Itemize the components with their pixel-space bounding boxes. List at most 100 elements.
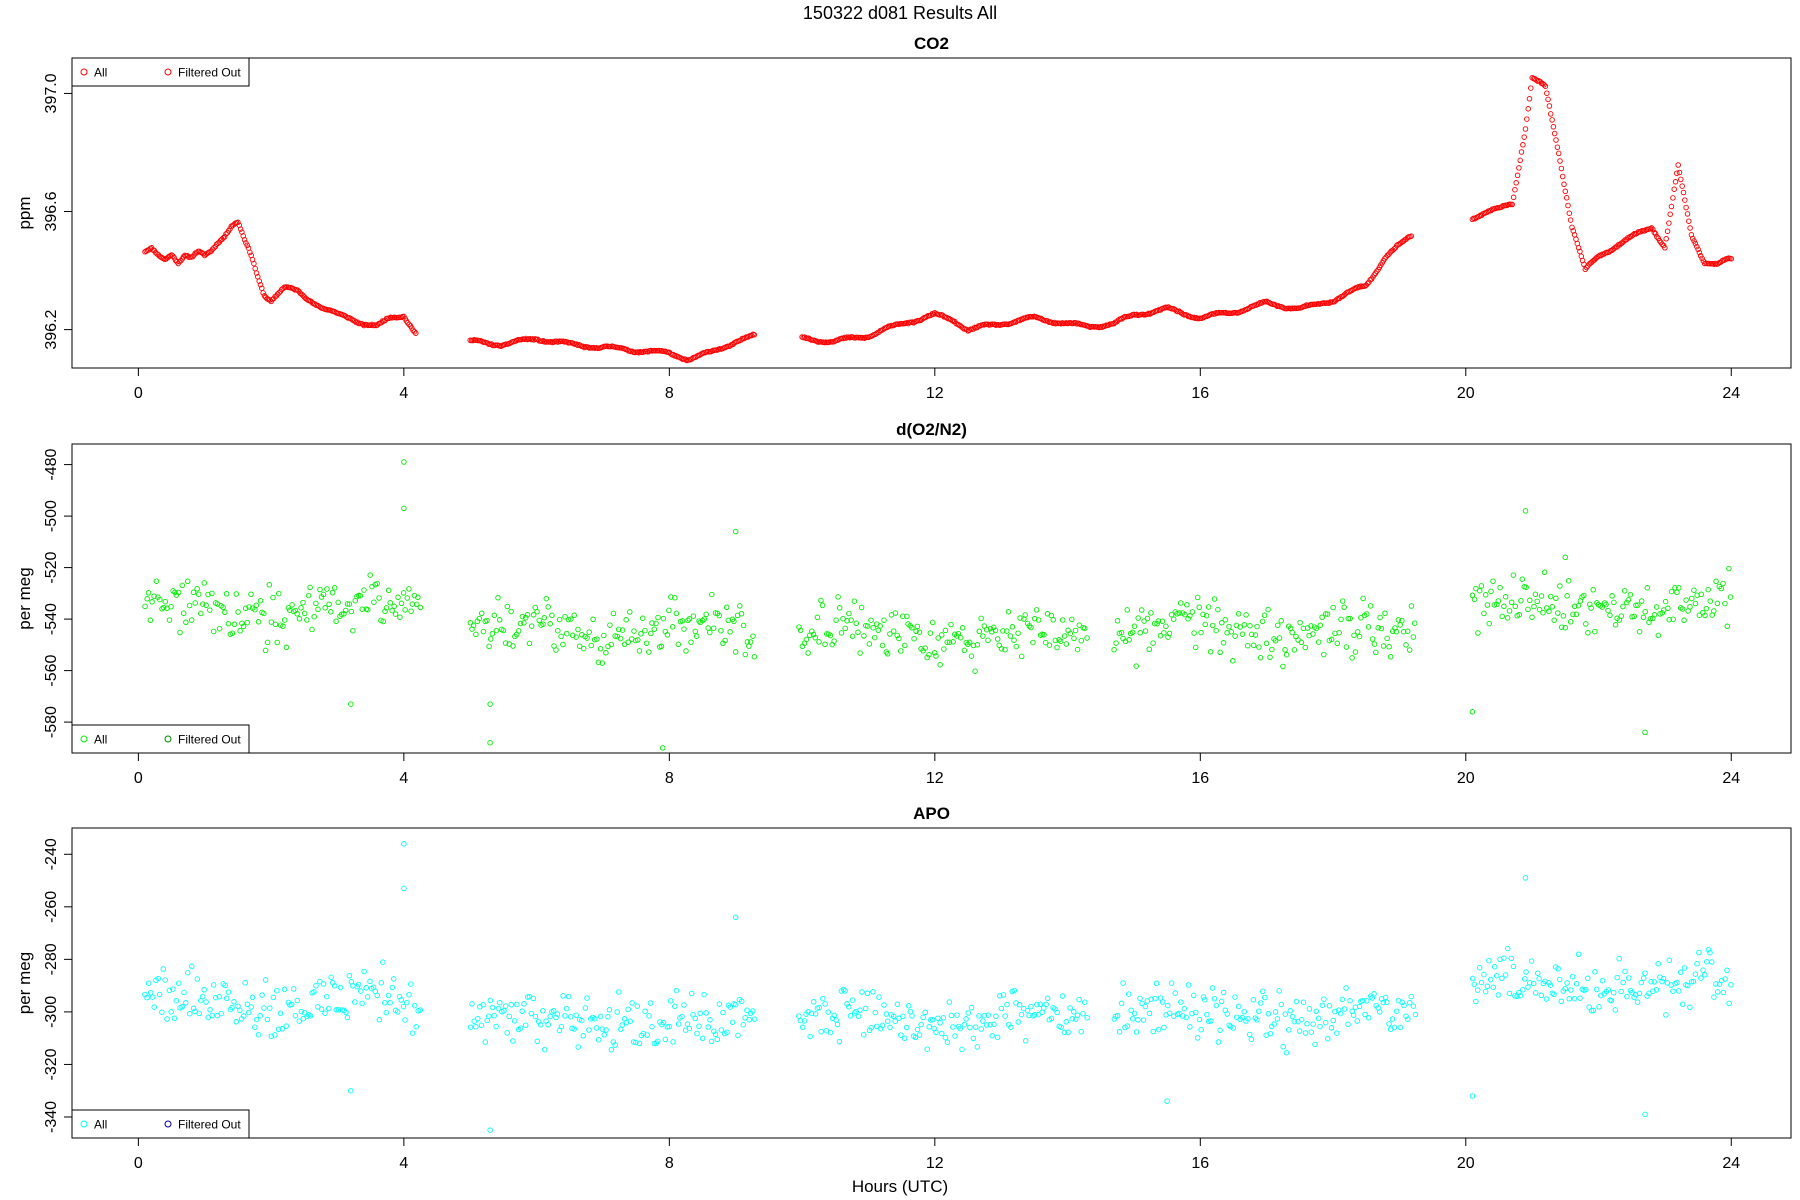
data-point [162, 598, 168, 605]
data-point [727, 342, 734, 349]
data-point [816, 1004, 822, 1011]
data-point [1510, 572, 1517, 578]
data-point [225, 620, 232, 627]
data-point [699, 617, 706, 624]
data-point [144, 994, 150, 1001]
data-point [664, 632, 671, 638]
data-point [938, 632, 945, 638]
data-point [348, 701, 354, 707]
y-axis: -340 -320 -300 -280 -260 -240 [43, 838, 72, 1133]
data-point [1583, 264, 1590, 271]
data-point [1137, 630, 1143, 636]
data-point [276, 289, 282, 296]
data-point [147, 989, 154, 996]
data-point [1616, 955, 1622, 962]
data-point [944, 639, 950, 645]
data-point [902, 642, 908, 649]
data-point [406, 321, 412, 328]
data-point [1640, 975, 1647, 981]
data-point [1114, 1013, 1121, 1019]
data-point [629, 1000, 635, 1006]
data-point [1345, 1021, 1351, 1027]
data-point [1634, 999, 1641, 1005]
data-point [1360, 595, 1366, 602]
data-point [1512, 603, 1519, 610]
data-point [887, 1024, 893, 1031]
data-point [1473, 998, 1479, 1005]
data-point [920, 1014, 926, 1021]
data-point [1713, 981, 1719, 987]
data-point [155, 975, 162, 982]
data-point [235, 219, 241, 226]
data-point [1131, 1010, 1138, 1017]
data-point [658, 643, 665, 650]
data-point [1517, 992, 1524, 999]
data-point [957, 634, 964, 641]
data-point [1551, 130, 1558, 137]
data-point [391, 603, 397, 610]
data-point [983, 626, 990, 633]
data-point [1550, 124, 1557, 130]
data-point [1374, 268, 1380, 275]
data-point [556, 616, 563, 623]
data-point [1575, 602, 1582, 609]
data-point [1243, 612, 1249, 618]
data-point [241, 1013, 247, 1019]
x-tick-label: 12 [926, 770, 944, 787]
data-point [1520, 987, 1526, 993]
data-points [142, 459, 1734, 751]
data-point [1702, 612, 1708, 619]
data-point [237, 226, 244, 232]
data-point [376, 1017, 383, 1023]
data-point [1076, 622, 1083, 628]
data-point [404, 595, 410, 601]
data-point [510, 643, 516, 649]
data-point [382, 608, 388, 615]
data-point [298, 605, 304, 611]
data-point [274, 987, 280, 994]
data-point [642, 627, 648, 634]
data-point [491, 1012, 497, 1019]
x-tick-label: 20 [1457, 770, 1475, 787]
data-point [1508, 599, 1515, 606]
data-point [684, 1021, 691, 1027]
data-point [173, 997, 180, 1004]
data-point [991, 321, 998, 327]
data-point [1694, 243, 1700, 250]
data-point [1605, 607, 1611, 614]
data-point [914, 623, 921, 630]
data-point [540, 1008, 546, 1014]
data-point [565, 616, 572, 623]
y-axis-label: ppm [15, 196, 34, 229]
data-point [201, 987, 207, 993]
data-point [1356, 633, 1363, 640]
data-point [1017, 317, 1023, 324]
data-point [1148, 610, 1154, 616]
data-point [853, 620, 860, 627]
data-point [1513, 180, 1519, 186]
data-point [1663, 1012, 1669, 1018]
data-point [1111, 646, 1117, 653]
data-point [1555, 150, 1562, 157]
data-point [1278, 618, 1284, 624]
data-point [210, 982, 217, 988]
data-point [1728, 982, 1734, 988]
data-point [796, 624, 802, 630]
data-point [1295, 637, 1301, 643]
data-point [985, 637, 991, 644]
data-point [1471, 596, 1478, 603]
data-point [367, 978, 373, 985]
data-point [601, 1032, 608, 1038]
data-point [1125, 991, 1132, 997]
data-point [1026, 1012, 1032, 1019]
data-point [382, 999, 388, 1006]
data-point [1069, 616, 1075, 623]
x-tick-label: 16 [1191, 770, 1209, 787]
data-point [1651, 229, 1658, 236]
data-point [1176, 1010, 1182, 1017]
data-point [847, 1013, 854, 1019]
data-point [390, 976, 397, 982]
data-point [478, 1022, 485, 1028]
data-points [142, 841, 1734, 1133]
